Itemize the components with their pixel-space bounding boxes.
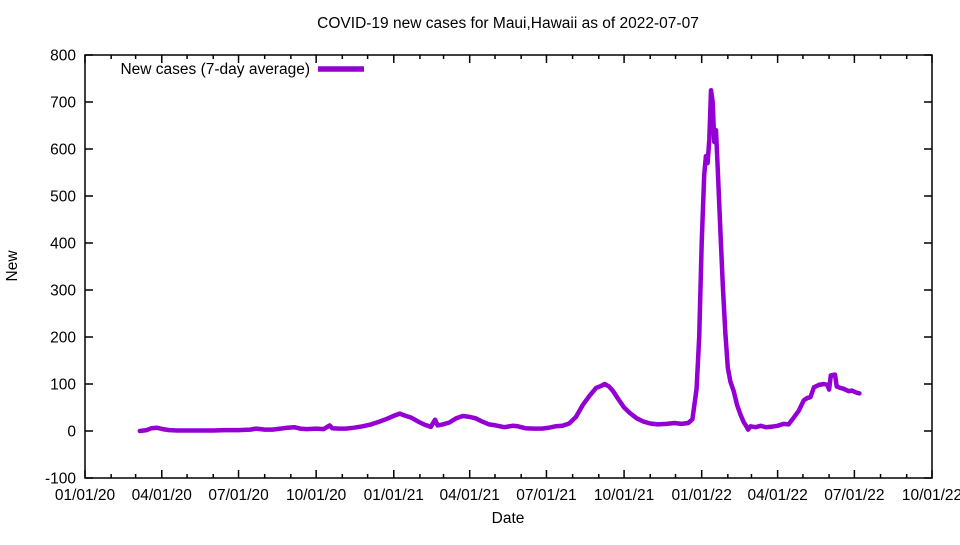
x-tick-label: 10/01/21 [594,487,654,504]
y-axis-label: New [4,250,21,282]
y-axis: -100 0 100 200 300 400 500 600 700 800 [45,48,932,488]
legend-label: New cases (7-day average) [120,61,310,78]
x-axis-label: Date [492,510,525,527]
plot-border [84,54,933,479]
x-tick-label: 04/01/20 [132,487,193,504]
series-line [137,88,862,434]
x-tick-label: 01/01/21 [364,487,424,504]
y-tick-label: 700 [50,95,76,112]
y-tick-label: 800 [50,48,76,65]
chart-title: COVID-19 new cases for Maui,Hawaii as of… [317,15,699,32]
x-tick-label: 04/01/22 [747,487,807,504]
y-tick-label: 200 [50,330,76,347]
x-tick-label: 07/01/21 [516,487,576,504]
x-tick-label: 07/01/20 [208,487,269,504]
y-tick-label: 400 [50,236,76,253]
y-tick-label: 300 [50,283,76,300]
x-tick-label: 07/01/22 [824,487,884,504]
y-tick-label: 100 [50,377,76,394]
x-axis: 01/01/20 04/01/20 07/01/20 10/01/20 01/01/21… [55,55,960,504]
x-tick-label: 04/01/21 [440,487,500,504]
y-tick-label: 500 [50,189,76,206]
x-tick-label: 10/01/20 [286,487,347,504]
y-tick-label: -100 [45,471,76,488]
x-tick-label: 01/01/22 [672,487,732,504]
x-tick-label: 10/01/22 [902,487,960,504]
x-tick-label: 01/01/20 [55,487,116,504]
y-tick-label: 0 [67,424,76,441]
y-tick-label: 600 [50,142,76,159]
